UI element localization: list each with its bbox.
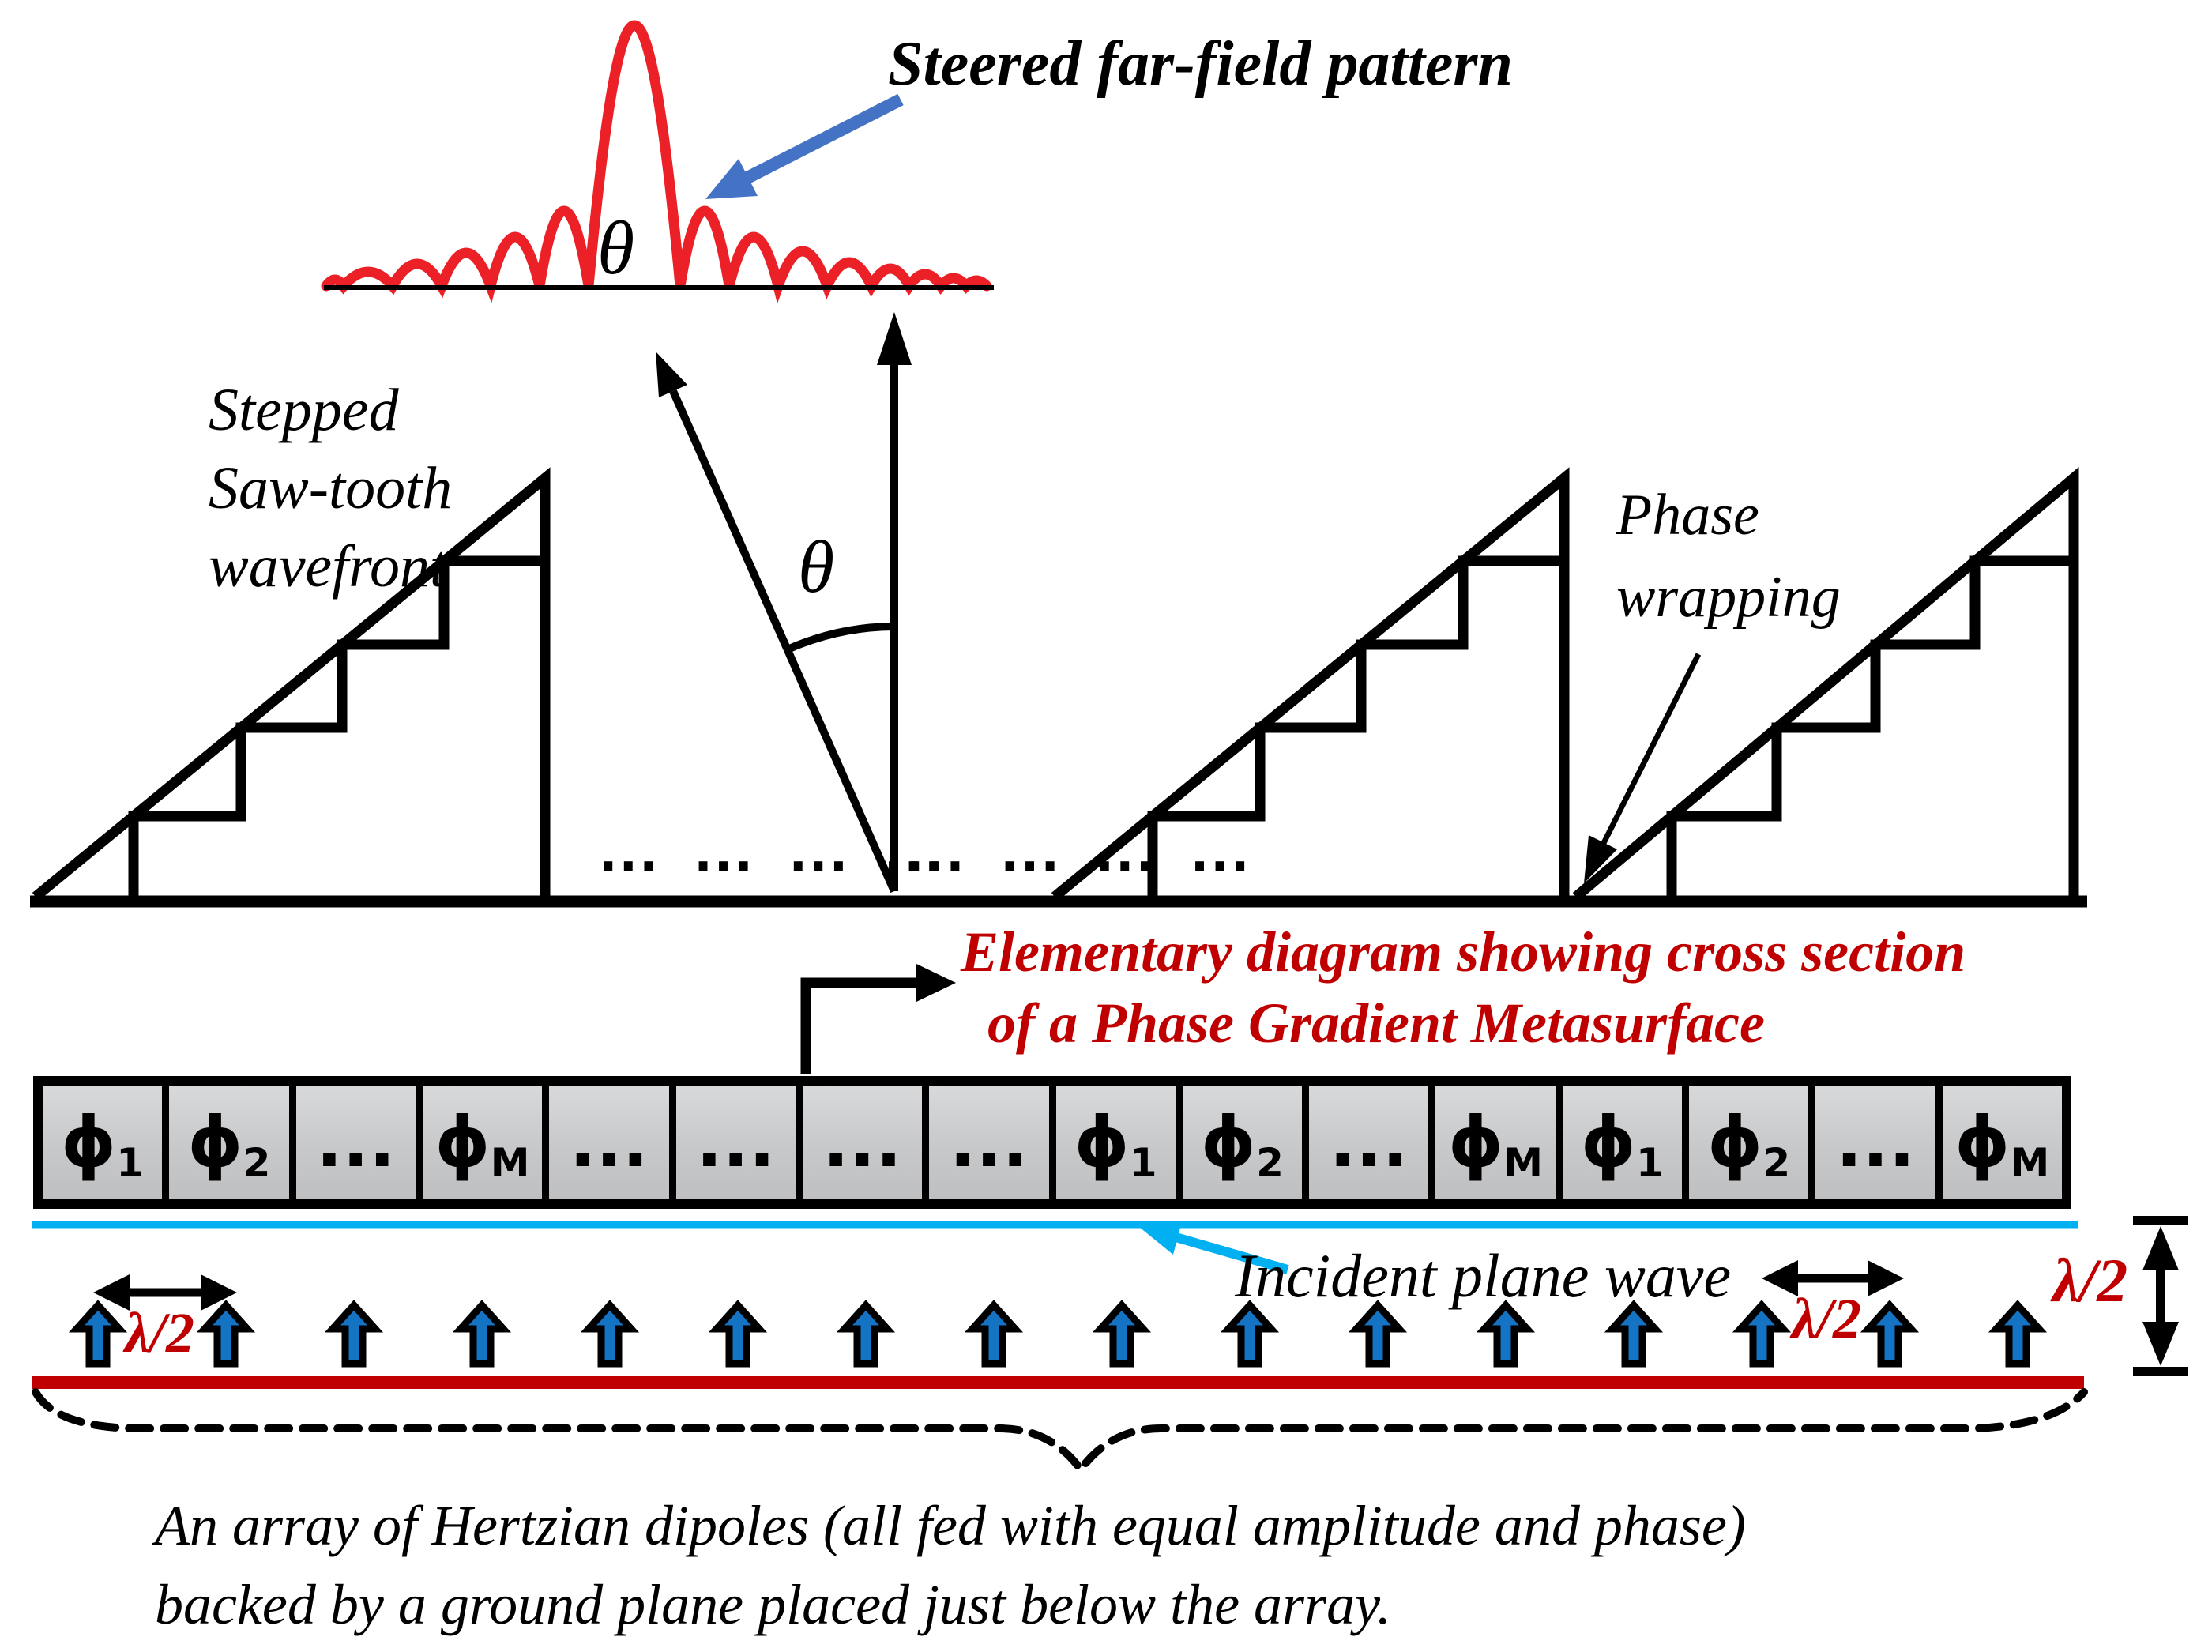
metasurface-cell-5: ... — [549, 1086, 669, 1199]
steering-theta-symbol: θ — [798, 526, 835, 608]
lambda-height-arrow — [2133, 1216, 2188, 1376]
steered-pattern-label: Steered far-field pattern — [888, 29, 1513, 99]
phase-wrapping-label: Phase wrapping — [1616, 474, 1841, 638]
metasurface-callout-arrow — [800, 964, 956, 1074]
ground-plane-line — [32, 1376, 2084, 1389]
continuation-dots-right: ... ... ... ... — [905, 825, 1251, 882]
metasurface-cell-6: ... — [675, 1086, 796, 1199]
lambda-height-label: λ/2 — [2052, 1246, 2128, 1315]
lambda-spacing-arrow-left — [93, 1274, 237, 1311]
cell-phase-subscript: 2 — [1256, 1140, 1284, 1186]
dipole-array-caption-line2: backed by a ground plane placed just bel… — [155, 1573, 1392, 1636]
far-field-pattern-curve — [321, 20, 992, 304]
metasurface-cell-11: ... — [1309, 1086, 1429, 1199]
cell-phase-label: ... — [949, 1101, 1029, 1183]
sawtooth-triangle-2 — [1051, 467, 1570, 901]
cell-phase-subscript: 2 — [243, 1140, 271, 1186]
phase-wrapping-arrow — [1584, 653, 1702, 883]
cell-phase-subscript: 1 — [1636, 1140, 1664, 1186]
wavefront-label-line1: Stepped — [209, 377, 399, 443]
cell-phase-label: ϕ — [434, 1101, 491, 1183]
pattern-theta-symbol: θ — [597, 205, 635, 290]
lambda-spacing-label-left: λ/2 — [125, 1301, 194, 1364]
cell-phase-label: ϕ — [1580, 1101, 1637, 1183]
cell-phase-label: ϕ — [1707, 1101, 1763, 1183]
cell-phase-label: ... — [696, 1101, 776, 1183]
cell-phase-subscript: 1 — [1129, 1140, 1157, 1186]
cell-phase-subscript: M — [490, 1140, 530, 1186]
cell-phase-subscript: M — [2010, 1140, 2050, 1186]
dipole-arrow-row — [77, 1305, 2039, 1364]
cell-phase-label: ... — [1329, 1101, 1409, 1183]
metasurface-cell-8: ... — [929, 1086, 1049, 1199]
lambda-spacing-arrow-right — [1762, 1260, 1904, 1296]
sawtooth-wavefront-label: Stepped Saw-tooth wavefront — [209, 371, 452, 606]
array-brace-dashed — [32, 1388, 2088, 1477]
incident-plane-wave-label: Incident plane wave — [1235, 1241, 1732, 1310]
lambda-spacing-label-right: λ/2 — [1792, 1287, 1861, 1350]
wavefront-label-line3: wavefront — [209, 533, 447, 600]
incident-wave-arrow — [1139, 1221, 1289, 1274]
cell-phase-subscript: M — [1503, 1140, 1544, 1186]
cell-phase-label: ϕ — [1201, 1101, 1257, 1183]
cell-phase-label: ϕ — [61, 1101, 117, 1183]
metasurface-cell-7: ... — [802, 1086, 923, 1199]
phase-wrapping-line1: Phase — [1616, 483, 1759, 548]
broadside-arrow — [877, 312, 912, 891]
metasurface-caption-line1: Elementary diagram showing cross section — [961, 920, 1966, 984]
continuation-dots-left: ... ... ... ... — [599, 825, 945, 882]
sawtooth-triangle-3 — [1572, 467, 2079, 901]
theta-angle-arc — [785, 623, 895, 653]
cell-phase-label: ϕ — [187, 1101, 243, 1183]
metasurface-cell-15: ... — [1815, 1086, 1936, 1199]
wavefront-label-line2: Saw-tooth — [209, 455, 453, 521]
cell-phase-label: ... — [822, 1101, 902, 1183]
cell-phase-label: ... — [569, 1101, 649, 1183]
cell-phase-label: ϕ — [1448, 1101, 1504, 1183]
cell-phase-label: ϕ — [1074, 1101, 1130, 1183]
cell-phase-label: ϕ — [1954, 1101, 2011, 1183]
cell-phase-label: ... — [316, 1101, 396, 1183]
metasurface-cell-3: ... — [295, 1086, 416, 1199]
steered-beam-arrow — [656, 352, 898, 894]
cell-phase-subscript: 1 — [116, 1140, 145, 1186]
metasurface-caption-line2: of a Phase Gradient Metasurface — [988, 992, 1765, 1055]
steered-pattern-arrow — [705, 93, 904, 199]
cell-phase-label: ... — [1835, 1101, 1916, 1183]
cell-phase-subscript: 2 — [1762, 1140, 1791, 1186]
dipole-array-caption-line1: An array of Hertzian dipoles (all fed wi… — [155, 1494, 1746, 1557]
phase-wrapping-line2: wrapping — [1616, 565, 1841, 630]
sawtooth-triangle-1 — [32, 467, 551, 901]
